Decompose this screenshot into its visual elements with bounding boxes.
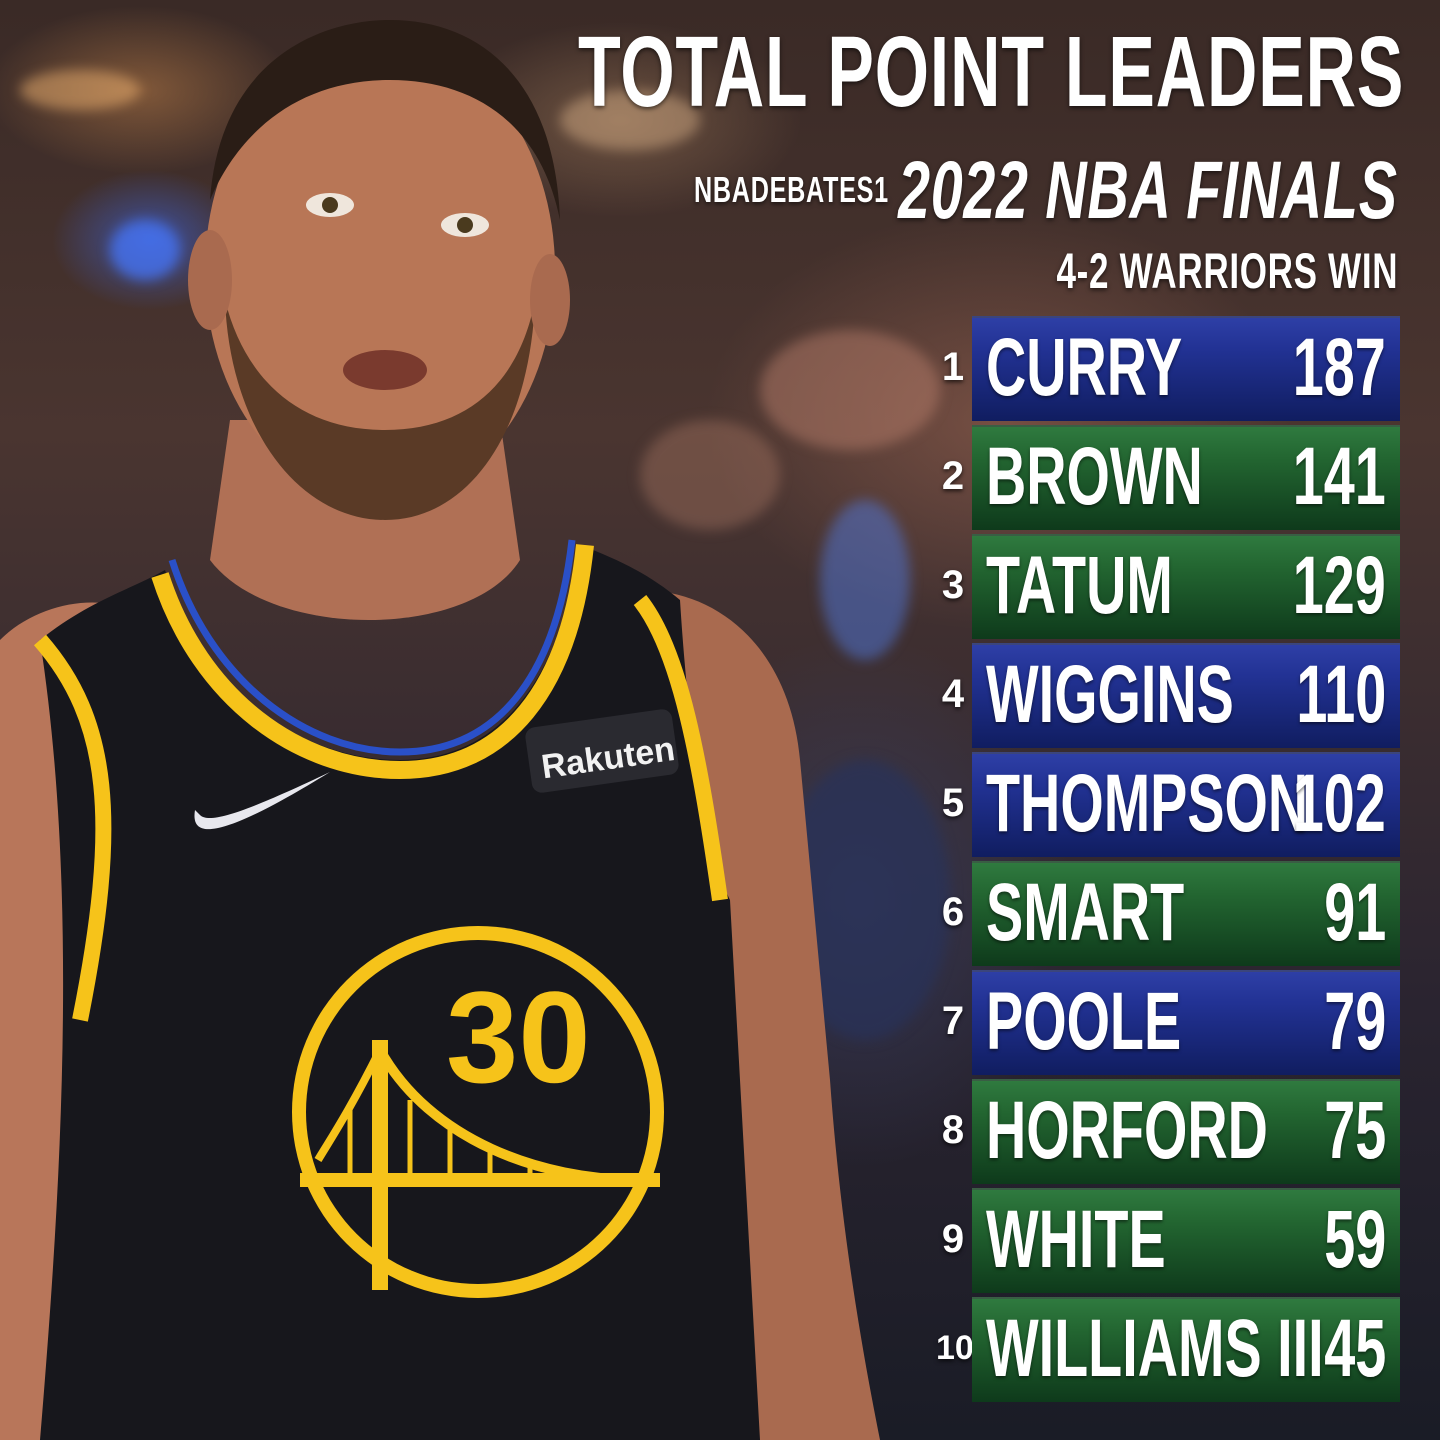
account-handle: NBADEBATES1: [694, 169, 889, 210]
player-name: WIGGINS: [986, 649, 1234, 740]
player-ear-left: [188, 230, 232, 330]
player-name: POOLE: [986, 976, 1182, 1067]
subtitle: 2022 NBA FINALS: [898, 145, 1398, 236]
player-bar: TATUM 129: [972, 534, 1400, 639]
player-mouth: [343, 350, 427, 390]
list-item: 7 POOLE 79: [936, 970, 1400, 1075]
list-item: 10 WILLIAMS III 45: [936, 1297, 1400, 1402]
player-name: THOMPSON: [986, 758, 1309, 849]
list-item: 8 HORFORD 75: [936, 1079, 1400, 1184]
crowd-light: [760, 330, 940, 450]
player-points: 59: [1323, 1194, 1386, 1285]
list-item: 6 SMART 91: [936, 861, 1400, 966]
rank-number: 7: [941, 999, 965, 1043]
player-name: WHITE: [986, 1194, 1166, 1285]
rank-number: 9: [941, 1217, 965, 1261]
swoosh-icon: [194, 772, 330, 830]
player-points: 102: [1292, 758, 1386, 849]
bridge-icon: [300, 1040, 660, 1290]
rank-number: 3: [941, 563, 965, 607]
player-pupil-left: [322, 197, 338, 213]
player-bar: SMART 91: [972, 861, 1400, 966]
warriors-logo-inner: [306, 940, 650, 1284]
player-points: 129: [1292, 540, 1386, 631]
player-photo: Rakuten 30: [0, 20, 880, 1440]
series-result: 4-2 WARRIORS WIN: [1056, 243, 1398, 299]
rank-number: 2: [941, 454, 965, 498]
rank-number: 8: [941, 1108, 965, 1152]
jersey-number: 30: [446, 964, 591, 1110]
jersey-patch: [525, 709, 679, 793]
list-item: 5 THOMPSON 102: [936, 752, 1400, 857]
player-beard: [225, 300, 535, 520]
leaders-list: 1 CURRY 187 2 BROWN 141 3 TATUM 129 4 WIGGINS 110 5 T…: [936, 316, 1400, 1406]
rank-number: 6: [941, 890, 965, 934]
player-bar: THOMPSON 102: [972, 752, 1400, 857]
player-points: 75: [1323, 1085, 1386, 1176]
rank-number: 5: [941, 781, 965, 825]
player-bar: HORFORD 75: [972, 1079, 1400, 1184]
player-name: TATUM: [986, 540, 1173, 631]
list-item: 3 TATUM 129: [936, 534, 1400, 639]
jersey-armhole-left: [33, 634, 112, 1022]
list-item: 4 WIGGINS 110: [936, 643, 1400, 748]
player-points: 110: [1296, 649, 1386, 740]
rank-number: 4: [941, 672, 965, 716]
player-head: [205, 40, 555, 500]
crowd-light: [110, 220, 180, 280]
player-points: 45: [1323, 1303, 1386, 1394]
crowd-light: [20, 70, 140, 110]
crowd-light: [560, 90, 700, 150]
player-bar: WILLIAMS III 45: [972, 1297, 1400, 1402]
player-bar: WIGGINS 110: [972, 643, 1400, 748]
player-name: WILLIAMS III: [986, 1303, 1324, 1394]
player-ear-right: [530, 254, 570, 346]
list-item: 2 BROWN 141: [936, 425, 1400, 530]
player-pupil-right: [457, 217, 473, 233]
jersey-armhole-right: [633, 595, 728, 902]
page-title: TOTAL POINT LEADERS: [577, 16, 1404, 128]
player-bar: WHITE 59: [972, 1188, 1400, 1293]
player-points: 91: [1323, 867, 1386, 958]
jersey-collar-blue: [168, 539, 576, 756]
player-bar: BROWN 141: [972, 425, 1400, 530]
player-points: 141: [1292, 431, 1386, 522]
player-name: SMART: [986, 867, 1185, 958]
list-item: 9 WHITE 59: [936, 1188, 1400, 1293]
rank-number: 10: [936, 1329, 974, 1367]
player-name: HORFORD: [986, 1085, 1268, 1176]
rank-number: 1: [941, 345, 965, 389]
player-name: BROWN: [986, 431, 1203, 522]
jersey-collar-trim: [151, 544, 594, 780]
crowd-light: [640, 420, 780, 530]
player-points: 79: [1323, 976, 1386, 1067]
player-hair: [210, 20, 560, 220]
player-bar: POOLE 79: [972, 970, 1400, 1075]
crowd-light: [820, 500, 910, 660]
player-points: 187: [1292, 322, 1386, 413]
player-name: CURRY: [986, 322, 1183, 413]
list-item: 1 CURRY 187: [936, 316, 1400, 421]
player-bar: CURRY 187: [972, 316, 1400, 421]
